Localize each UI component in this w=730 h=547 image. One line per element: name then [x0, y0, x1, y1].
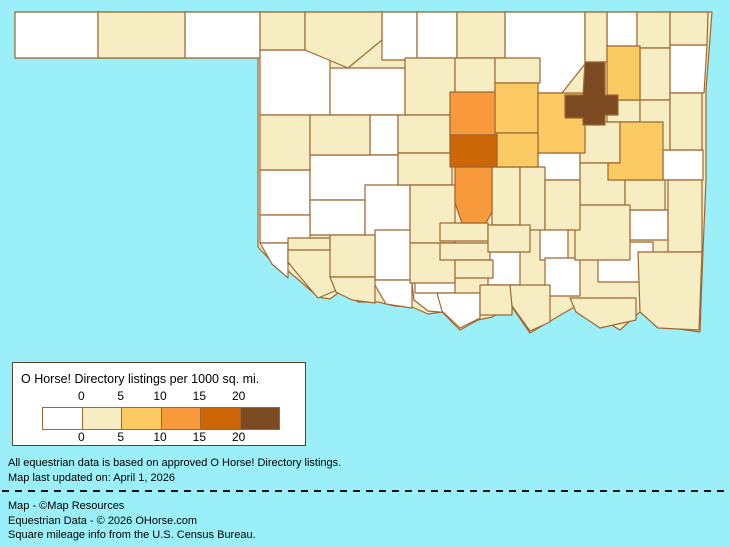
- dashed-separator: [2, 490, 724, 492]
- county-choctaw: [569, 297, 637, 329]
- county-mcclain: [439, 222, 489, 242]
- county-mccurtain: [637, 251, 703, 331]
- county-delaware: [669, 44, 708, 94]
- county-ellis: [259, 114, 311, 171]
- county-oklahoma: [449, 134, 498, 168]
- county-woodward: [259, 49, 331, 116]
- footer-updated-date: Map last updated on: April 1, 2026: [8, 472, 175, 484]
- county-love: [436, 292, 481, 329]
- county-tillman: [329, 276, 376, 304]
- legend-title: O Horse! Directory listings per 1000 sq.…: [21, 372, 260, 386]
- county-haskell: [624, 179, 666, 211]
- county-latimer: [629, 209, 669, 241]
- legend-cell-10-15: [161, 408, 201, 429]
- county-dewey: [309, 114, 371, 156]
- legend-tick-top-label-5: 5: [117, 389, 124, 403]
- county-garvin: [439, 242, 491, 261]
- legend-tick-top-label-20: 20: [231, 389, 246, 403]
- county-kay: [456, 11, 506, 59]
- county-muskogee: [607, 121, 664, 181]
- county-beaver: [184, 11, 261, 59]
- county-marshall: [479, 284, 513, 316]
- county-craig: [636, 11, 671, 49]
- legend-tick-bottom-label-10: 10: [153, 430, 167, 444]
- county-kingfisher: [397, 114, 451, 154]
- credit-equestrian-data: Equestrian Data - © 2026 OHorse.com: [8, 515, 198, 527]
- county-washita: [309, 199, 366, 236]
- county-nowata: [606, 11, 638, 47]
- county-adair: [669, 92, 703, 151]
- county-tulsa: [564, 61, 619, 126]
- county-murray: [454, 259, 494, 279]
- legend-tick-bottom-label-15: 15: [192, 430, 207, 444]
- county-harmon: [259, 242, 289, 279]
- legend-cell-5-10: [122, 408, 162, 429]
- county-mayes: [639, 47, 671, 101]
- county-pittsburg: [574, 204, 631, 261]
- county-sequoyah: [662, 149, 704, 181]
- legend-tick-bottom-label-0: 0: [77, 430, 85, 444]
- county-noble: [454, 57, 496, 96]
- county-pottawatomie: [491, 166, 521, 226]
- county-harper: [259, 11, 306, 51]
- legend-tick-bottom-label-5: 5: [117, 430, 124, 444]
- county-hughes: [544, 179, 581, 231]
- county-woods: [304, 11, 383, 69]
- county-alfalfa: [381, 11, 418, 61]
- county-logan: [449, 91, 496, 136]
- legend: O Horse! Directory listings per 1000 sq.…: [12, 362, 306, 446]
- county-cimarron: [14, 11, 99, 59]
- county-texas: [97, 11, 186, 59]
- county-canadian: [397, 152, 453, 186]
- legend-tick-top-label-15: 15: [192, 389, 207, 403]
- county-atoka: [544, 257, 581, 297]
- county-bryan: [509, 284, 551, 332]
- county-cotton: [371, 279, 413, 309]
- county-lincoln: [496, 132, 539, 168]
- credit-map-source: Map - ©Map Resources: [8, 500, 125, 512]
- county-pontotoc: [487, 224, 531, 253]
- legend-cell-0-5: [82, 408, 122, 429]
- legend-cell-0: [43, 408, 83, 429]
- legend-tick-bottom-label-20: 20: [231, 430, 246, 444]
- county-garfield: [404, 57, 456, 116]
- county-ottawa: [669, 11, 709, 46]
- footer-disclaimer: All equestrian data is based on approved…: [8, 457, 342, 469]
- legend-cell-20+: [240, 408, 279, 429]
- county-major: [329, 67, 406, 116]
- county-okmulgee: [579, 121, 621, 164]
- county-seminole: [519, 166, 546, 231]
- county-blaine: [369, 114, 399, 156]
- credit-census: Square mileage info from the U.S. Census…: [8, 529, 256, 541]
- oklahoma-county-map: [14, 11, 713, 334]
- legend-cell-15-20: [201, 408, 241, 429]
- county-pawnee: [494, 57, 541, 84]
- legend-tick-top-label-10: 10: [153, 389, 167, 403]
- county-kiowa: [329, 234, 376, 278]
- legend-tick-top-label-0: 0: [77, 389, 85, 403]
- county-washington: [584, 11, 608, 63]
- county-payne: [494, 82, 539, 134]
- county-grant: [416, 11, 458, 59]
- legend-color-bar: [42, 407, 280, 430]
- county-le-flore: [667, 179, 703, 253]
- county-cleveland: [454, 166, 493, 224]
- county-roger-mills: [259, 169, 311, 216]
- county-coal: [539, 227, 569, 261]
- county-rogers: [606, 45, 641, 101]
